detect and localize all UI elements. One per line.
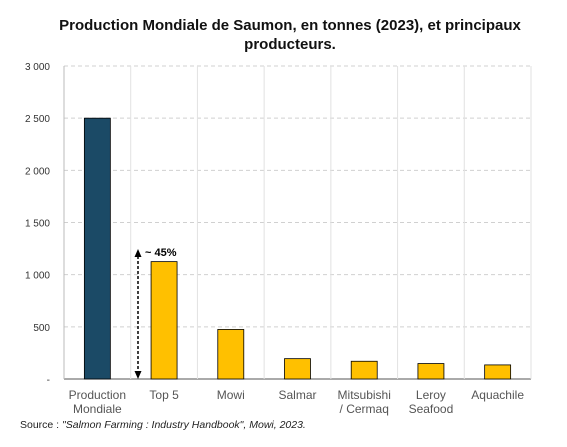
y-tick-label: 3 000 xyxy=(25,62,50,73)
chart-title: Production Mondiale de Saumon, en tonnes… xyxy=(40,16,540,54)
bar xyxy=(83,117,111,380)
x-tick-label: Aquachile xyxy=(471,388,524,402)
x-tick-label: Top 5 xyxy=(149,388,179,402)
source-note: Source : "Salmon Farming : Industry Hand… xyxy=(20,419,306,431)
x-tick-label: / Cermaq xyxy=(340,402,389,416)
grid-lines xyxy=(64,65,531,328)
x-tick-label: Mowi xyxy=(217,388,245,402)
annotation-arrowhead-top xyxy=(134,249,142,257)
y-tick-label: 500 xyxy=(33,323,50,334)
y-tick-label: 1 000 xyxy=(25,271,50,282)
y-tick-label: 2 500 xyxy=(25,114,50,125)
source-prefix: Source : xyxy=(20,419,63,431)
bar xyxy=(484,364,512,380)
bar xyxy=(150,261,178,380)
chart-title-line1: Production Mondiale de Saumon, en tonnes… xyxy=(59,17,521,34)
bars xyxy=(83,117,512,380)
annotation-group: ~ 45% xyxy=(134,247,177,379)
x-tick-label: Salmar xyxy=(278,388,316,402)
y-tick-label: - xyxy=(47,375,50,386)
annotation-arrowhead-bottom xyxy=(134,371,142,379)
y-tick-label: 2 000 xyxy=(25,166,50,177)
bar xyxy=(350,360,378,380)
x-tick-label: Mitsubishi xyxy=(338,388,391,402)
annotation-label: ~ 45% xyxy=(145,247,177,259)
category-separators xyxy=(130,66,532,379)
x-tick-label: Seafood xyxy=(409,402,454,416)
bar xyxy=(217,329,245,380)
x-tick-label: Mondiale xyxy=(73,402,122,416)
y-tick-label: 1 500 xyxy=(25,219,50,230)
source-text: "Salmon Farming : Industry Handbook", Mo… xyxy=(62,419,306,431)
bar xyxy=(284,358,311,380)
x-tick-label: Production xyxy=(69,388,126,402)
x-tick-label: Leroy xyxy=(416,388,446,402)
bar xyxy=(417,363,445,380)
chart-title-line2: producteurs. xyxy=(244,36,336,53)
